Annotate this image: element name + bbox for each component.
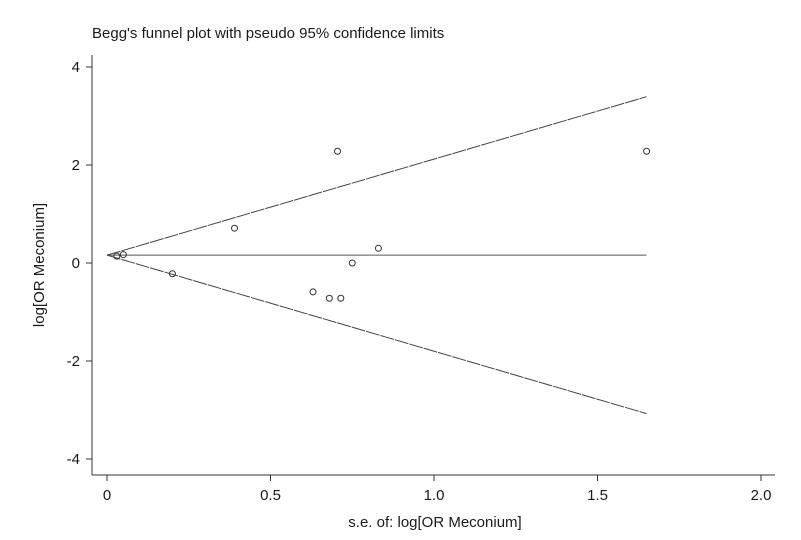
y-axis-label: log[OR Meconium] — [31, 203, 48, 327]
chart-title: Begg's funnel plot with pseudo 95% confi… — [92, 25, 444, 42]
data-point — [337, 294, 345, 302]
y-tick-label: -2 — [67, 353, 80, 370]
data-point — [334, 147, 342, 155]
x-tick-label: 0.5 — [260, 487, 281, 504]
x-tick-label: 2.0 — [751, 487, 772, 504]
x-axis-label: s.e. of: log[OR Meconium] — [348, 514, 521, 531]
x-axis-ticks: 0 0.5 1.0 1.5 2.0 — [103, 475, 772, 504]
x-tick-label: 1.0 — [424, 487, 445, 504]
data-points — [113, 147, 651, 302]
y-tick-label: -4 — [67, 451, 80, 468]
data-point — [374, 244, 382, 252]
data-point — [325, 294, 333, 302]
y-tick-label: 2 — [72, 157, 80, 174]
y-tick-label: 0 — [72, 255, 80, 272]
data-point — [119, 251, 127, 259]
data-point — [348, 259, 356, 267]
data-point — [309, 288, 317, 296]
data-point — [231, 224, 239, 232]
data-point — [113, 252, 121, 260]
y-tick-label: 4 — [72, 59, 80, 76]
funnel-lines — [106, 96, 647, 415]
data-point — [643, 147, 651, 155]
x-tick-label: 0 — [103, 487, 111, 504]
y-axis-ticks: 4 2 0 -2 -4 — [67, 59, 92, 468]
x-tick-label: 1.5 — [587, 487, 608, 504]
upper-confidence-limit — [106, 96, 647, 256]
lower-confidence-limit — [106, 254, 647, 415]
data-point — [168, 270, 176, 278]
